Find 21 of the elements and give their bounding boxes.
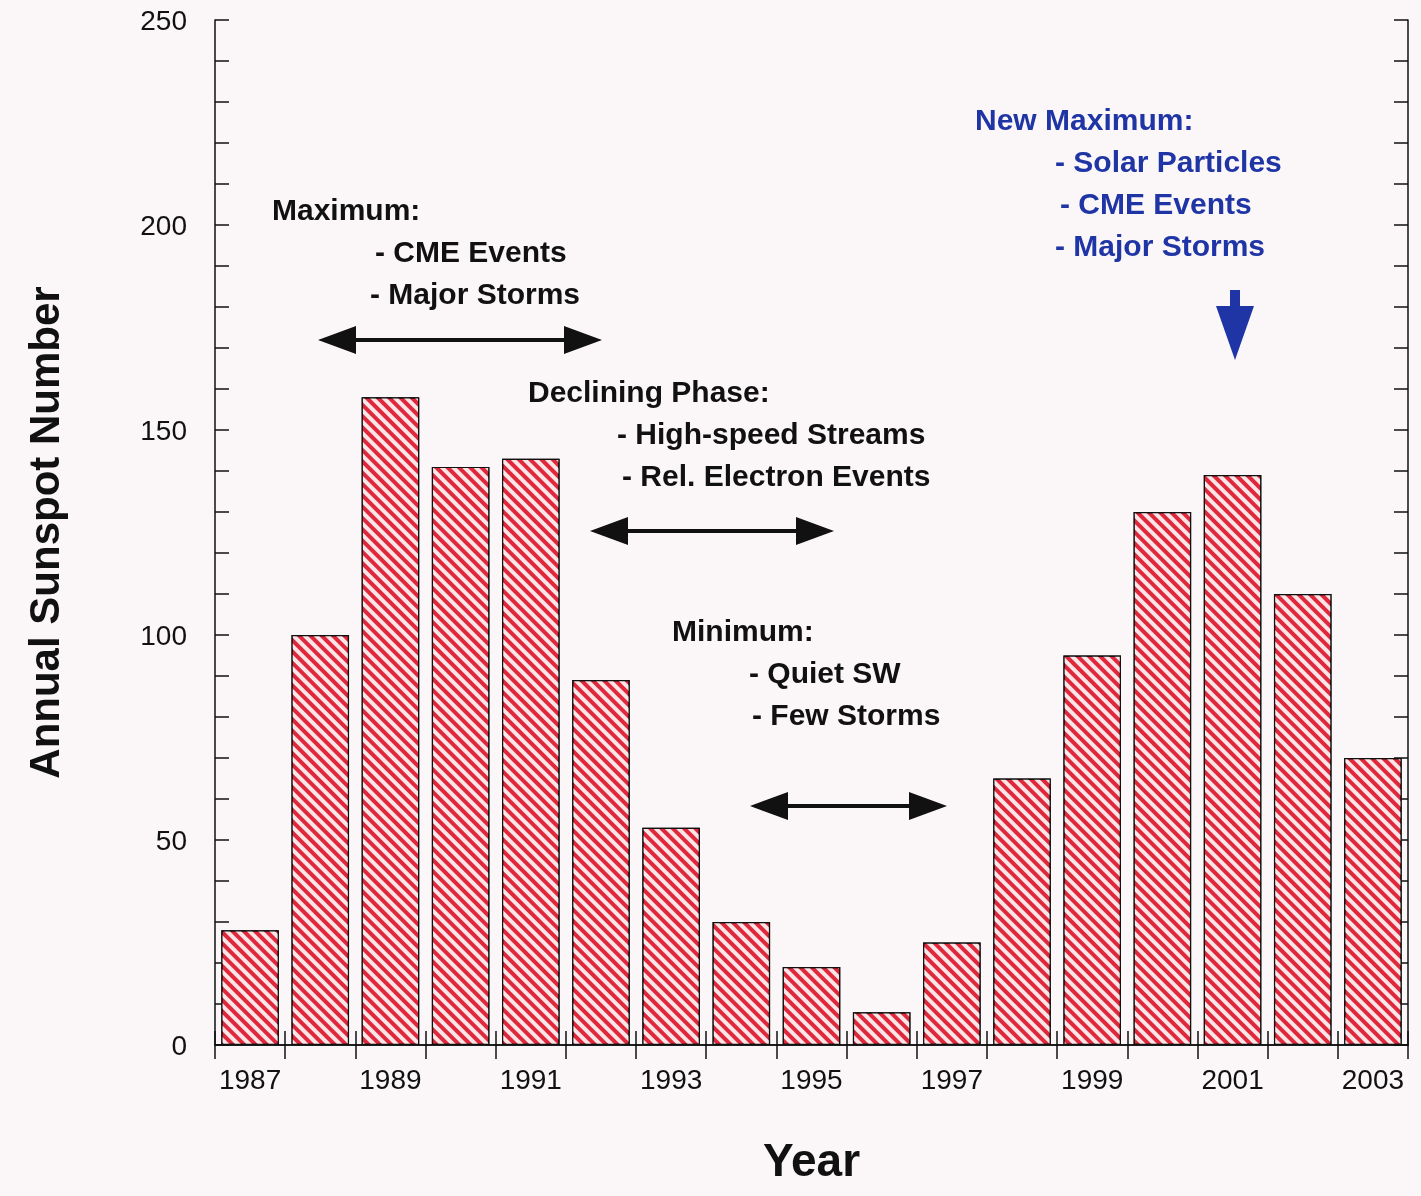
y-tick-label: 200: [140, 209, 187, 241]
y-tick-label: 150: [140, 414, 187, 446]
x-axis-title: Year: [762, 1134, 861, 1186]
x-tick-label: 1999: [1061, 1063, 1124, 1095]
annotation: New Maximum: - Solar Particles - CME Events - Major Storms: [975, 102, 1282, 262]
annotation: Minimum: - Quiet SW - Few Storms: [672, 613, 941, 731]
y-tick-label: 0: [171, 1029, 187, 1061]
y-tick-label: 50: [155, 824, 187, 856]
annotation: Maximum: - CME Events - Major Storms: [272, 192, 581, 310]
x-tick-label: 1991: [499, 1063, 562, 1095]
x-tick-label: 1987: [218, 1063, 282, 1095]
y-axis-title: Annual Sunspot Number: [20, 286, 68, 779]
x-tick-label: 1997: [920, 1063, 983, 1095]
x-tick-label: 1989: [359, 1063, 422, 1095]
annotation: Declining Phase: - High-speed Streams - Rel. Electron Events: [528, 374, 931, 492]
y-tick-label: 250: [140, 4, 187, 36]
x-tick-label: 2001: [1201, 1063, 1264, 1095]
x-tick-label: 1995: [780, 1063, 843, 1095]
x-tick-label: 2003: [1341, 1063, 1405, 1095]
x-tick-label: 1993: [640, 1063, 703, 1095]
y-tick-label: 100: [140, 619, 187, 651]
